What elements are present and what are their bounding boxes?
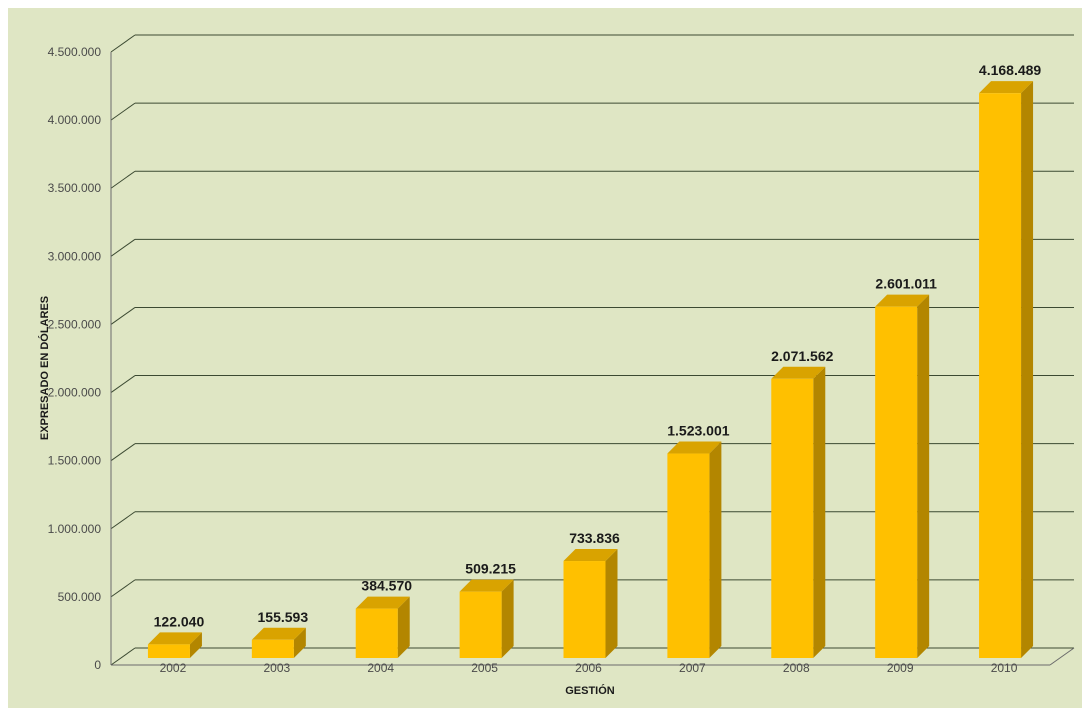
data-label: 1.523.001 bbox=[667, 423, 729, 439]
y-tick-label: 2.500.000 bbox=[48, 317, 102, 331]
x-axis-ticks: 2002 2003 2004 2005 2006 2007 2008 2009 2010 bbox=[160, 661, 1018, 675]
data-label: 2.071.562 bbox=[771, 348, 833, 364]
x-tick-label: 2006 bbox=[575, 661, 602, 675]
x-axis-title: GESTIÓN bbox=[565, 684, 615, 697]
gridline bbox=[110, 34, 1074, 53]
y-tick-label: 2.000.000 bbox=[48, 386, 102, 400]
y-axis-title: EXPRESADO EN DÓLARES bbox=[38, 296, 51, 440]
bar bbox=[563, 549, 618, 658]
gridline bbox=[110, 238, 1074, 257]
data-label: 4.168.489 bbox=[979, 62, 1041, 78]
y-tick-label: 1.500.000 bbox=[48, 454, 102, 468]
y-tick-label: 4.500.000 bbox=[48, 45, 102, 59]
data-label: 509.215 bbox=[465, 561, 516, 577]
x-tick-label: 2002 bbox=[160, 661, 187, 675]
x-tick-label: 2004 bbox=[367, 661, 394, 675]
bars bbox=[147, 81, 1034, 658]
bar bbox=[251, 627, 306, 658]
y-tick-label: 4.000.000 bbox=[48, 113, 102, 127]
y-tick-label: 0 bbox=[94, 658, 101, 672]
data-label: 155.593 bbox=[258, 609, 309, 625]
bar bbox=[355, 596, 410, 658]
x-tick-label: 2003 bbox=[263, 661, 290, 675]
gridline bbox=[110, 102, 1074, 121]
bar bbox=[875, 294, 930, 658]
bar bbox=[667, 441, 722, 658]
y-tick-label: 3.500.000 bbox=[48, 181, 102, 195]
y-tick-label: 3.000.000 bbox=[48, 249, 102, 263]
x-tick-label: 2010 bbox=[991, 661, 1018, 675]
data-label: 384.570 bbox=[361, 578, 412, 594]
x-tick-label: 2007 bbox=[679, 661, 706, 675]
y-axis-ticks: 0 500.000 1.000.000 1.500.000 2.000.000 2.500… bbox=[48, 45, 102, 672]
x-tick-label: 2005 bbox=[471, 661, 498, 675]
data-label: 122.040 bbox=[154, 613, 205, 629]
bar bbox=[147, 632, 202, 658]
data-label: 2.601.011 bbox=[875, 276, 937, 292]
y-tick-label: 500.000 bbox=[58, 590, 102, 604]
bar bbox=[459, 579, 514, 658]
x-tick-label: 2009 bbox=[887, 661, 914, 675]
data-label: 733.836 bbox=[569, 530, 620, 546]
bar bbox=[979, 81, 1034, 658]
floor-edge bbox=[1049, 647, 1075, 666]
data-labels: 122.040 155.593 384.570 509.215 733.836 1.523… bbox=[154, 62, 1042, 629]
bar bbox=[771, 366, 826, 658]
gridline bbox=[110, 170, 1074, 189]
x-tick-label: 2008 bbox=[783, 661, 810, 675]
y-tick-label: 1.000.000 bbox=[48, 522, 102, 536]
